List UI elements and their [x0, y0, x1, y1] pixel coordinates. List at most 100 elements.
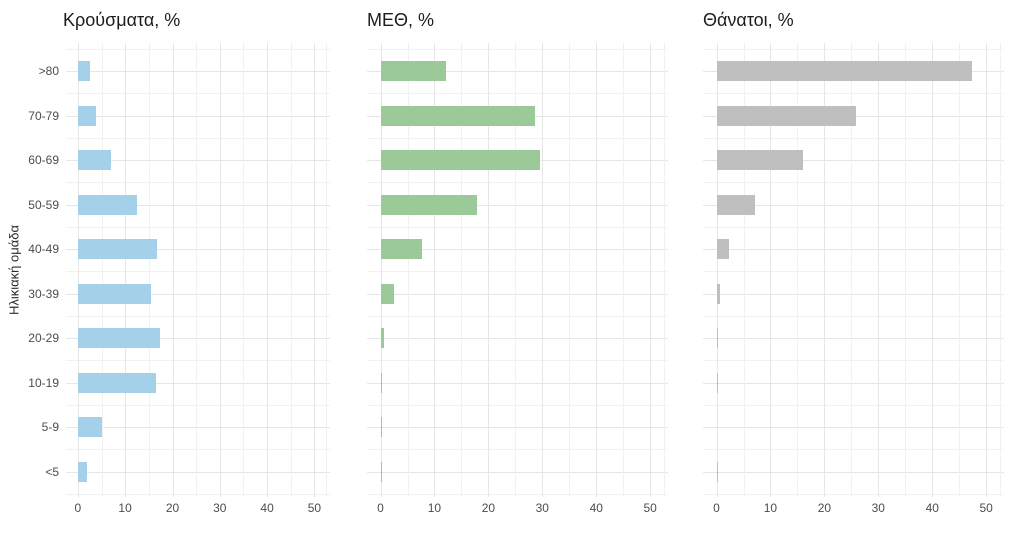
gridline-minor — [367, 449, 668, 451]
icu-panel — [367, 43, 668, 497]
bar — [77, 328, 160, 348]
bar — [716, 283, 721, 304]
gridline-major — [596, 43, 598, 497]
gridline-minor — [66, 493, 330, 495]
bar — [77, 150, 112, 170]
bar — [380, 194, 478, 215]
bar — [77, 461, 87, 482]
gridline-minor — [367, 182, 668, 184]
x-tick-label: 50 — [979, 501, 993, 515]
x-tick-label: 40 — [925, 501, 939, 515]
gridline-minor — [367, 360, 668, 362]
gridline-major — [66, 204, 330, 206]
gridline-major — [703, 204, 1004, 206]
gridline-major — [267, 43, 269, 497]
bar — [77, 417, 103, 437]
category-label: 20-29 — [28, 331, 59, 345]
category-label: 40-49 — [28, 242, 59, 256]
gridline-major — [703, 427, 1004, 428]
gridline-major — [703, 338, 1004, 339]
gridline-minor — [703, 137, 1004, 139]
gridline-major — [703, 471, 1004, 473]
x-tick-label: 10 — [427, 501, 442, 515]
gridline-minor — [196, 43, 198, 497]
gridline-major — [314, 43, 316, 497]
gridline-minor — [703, 48, 1004, 50]
gridline-major — [367, 293, 668, 295]
gridline-minor — [66, 182, 330, 184]
gridline-major — [380, 43, 382, 497]
icu-plot-title: ΜΕΘ, % — [367, 10, 435, 30]
category-label: 70-79 — [28, 108, 59, 123]
gridline-minor — [367, 493, 668, 495]
bar — [77, 61, 91, 81]
gridline-major — [650, 43, 652, 497]
gridline-minor — [703, 360, 1004, 362]
gridline-minor — [367, 404, 668, 406]
x-tick-label: 10 — [763, 501, 778, 515]
bar — [716, 61, 973, 81]
gridline-minor — [407, 43, 409, 497]
bar — [77, 283, 151, 304]
gridline-minor — [66, 137, 330, 139]
gridline-minor — [905, 43, 907, 497]
gridline-major — [66, 293, 330, 295]
bar — [716, 328, 718, 348]
gridline-minor — [623, 43, 625, 497]
gridline-major — [367, 382, 668, 384]
gridline-major — [77, 43, 79, 497]
cases-panel — [66, 43, 330, 497]
gridline-minor — [663, 43, 665, 497]
gridline-minor — [703, 271, 1004, 273]
x-tick-label: 50 — [643, 501, 657, 515]
gridline-minor — [367, 226, 668, 228]
bar — [716, 372, 718, 393]
gridline-minor — [66, 404, 330, 406]
gridline-minor — [367, 271, 668, 273]
gridline-major — [434, 43, 436, 497]
x-tick-label: 0 — [74, 501, 82, 515]
category-label: <5 — [45, 464, 59, 479]
category-label: 30-39 — [28, 286, 59, 301]
x-tick-label: 50 — [307, 501, 322, 515]
gridline-minor — [999, 43, 1001, 497]
gridline-minor — [243, 43, 245, 497]
gridline-major — [716, 43, 718, 497]
gridline-major — [986, 43, 988, 497]
bar — [77, 372, 157, 393]
bar — [716, 194, 756, 215]
bar — [380, 150, 541, 170]
gridline-minor — [367, 93, 668, 95]
gridline-minor — [326, 43, 328, 497]
x-tick-label: 20 — [481, 501, 496, 515]
category-label: 10-19 — [28, 375, 59, 390]
x-tick-label: 30 — [535, 501, 549, 515]
x-tick-label: 20 — [165, 501, 180, 515]
gridline-minor — [66, 315, 330, 317]
x-tick-label: 10 — [118, 501, 132, 515]
y-axis-title: Ηλικιακή ομάδα — [6, 224, 22, 316]
gridline-minor — [461, 43, 463, 497]
gridline-major — [703, 293, 1004, 295]
gridline-minor — [797, 43, 799, 497]
gridline-minor — [66, 48, 330, 50]
gridline-major — [66, 249, 330, 250]
gridline-minor — [703, 182, 1004, 184]
x-tick-label: 40 — [589, 501, 603, 515]
deaths-plot-title: Θάνατοι, % — [703, 10, 794, 30]
gridline-minor — [959, 43, 961, 497]
gridline-major — [66, 471, 330, 473]
cases-plot-title: Κρούσματα, % — [63, 10, 181, 30]
bar — [380, 461, 382, 482]
gridline-major — [367, 249, 668, 250]
gridline-minor — [515, 43, 517, 497]
x-tick-label: 20 — [817, 501, 832, 515]
gridline-minor — [743, 43, 745, 497]
category-label: 50-59 — [28, 197, 59, 212]
gridline-minor — [66, 360, 330, 362]
gridline-minor — [148, 43, 150, 497]
deaths-panel — [703, 43, 1004, 497]
gridline-major — [66, 71, 330, 72]
x-tick-label: 0 — [713, 501, 720, 515]
